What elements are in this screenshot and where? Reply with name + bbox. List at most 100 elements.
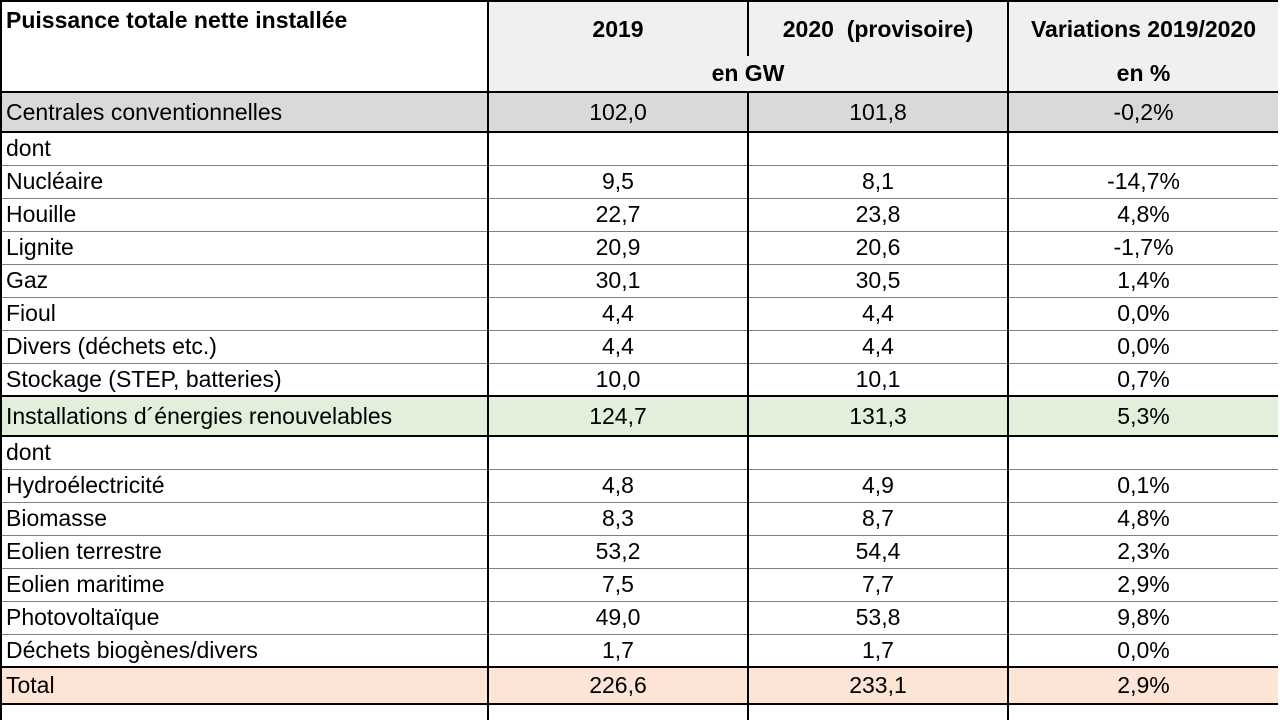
row-label-cell: Eolien terrestre [1, 535, 488, 569]
cell-2019: 4,4 [487, 330, 748, 364]
cell-variation: 5,3% [1007, 395, 1278, 437]
row-label-cell: Eolien maritime [1, 568, 488, 602]
cell-2019: 102,0 [487, 91, 748, 133]
cell-variation: 0,0% [1007, 297, 1278, 331]
cell-2020: 7,7 [747, 568, 1008, 602]
cell-variation: -0,2% [1007, 91, 1278, 133]
table-row-dont: dont [1, 436, 1278, 470]
cell-2020 [747, 132, 1008, 166]
row-label-cell: Total [1, 666, 488, 705]
cell-2019: 9,5 [487, 165, 748, 199]
cell-2020: 10,1 [747, 363, 1008, 397]
cell-2020: 4,4 [747, 330, 1008, 364]
cell-2020: 30,5 [747, 264, 1008, 298]
table-row-eolien-maritime: Eolien maritime 7,5 7,7 2,9% [1, 568, 1278, 602]
row-label-cell: Houille [1, 198, 488, 232]
cell-variation: 0,1% [1007, 469, 1278, 503]
table-row-empty-clipped [1, 704, 1278, 720]
table-row-gaz: Gaz 30,1 30,5 1,4% [1, 264, 1278, 298]
cell-2020: 23,8 [747, 198, 1008, 232]
row-label-cell: Photovoltaïque [1, 601, 488, 635]
table-row-houille: Houille 22,7 23,8 4,8% [1, 198, 1278, 232]
cell-2020: 8,7 [747, 502, 1008, 536]
header-row-units: en GW en % [1, 56, 1278, 93]
cell-2020: 1,7 [747, 634, 1008, 668]
table-row-eolien-terrestre: Eolien terrestre 53,2 54,4 2,3% [1, 535, 1278, 569]
cell-variation: 0,0% [1007, 634, 1278, 668]
cell-2019: 4,8 [487, 469, 748, 503]
table-row-biomasse: Biomasse 8,3 8,7 4,8% [1, 502, 1278, 536]
table-row-nucleaire: Nucléaire 9,5 8,1 -14,7% [1, 165, 1278, 199]
cell-2019: 22,7 [487, 198, 748, 232]
table-row-fioul: Fioul 4,4 4,4 0,0% [1, 297, 1278, 331]
cell-2020: 131,3 [747, 395, 1008, 437]
table-row-lignite: Lignite 20,9 20,6 -1,7% [1, 231, 1278, 265]
cell-variation: 2,3% [1007, 535, 1278, 569]
row-label-cell: Gaz [1, 264, 488, 298]
row-label-cell: dont [1, 132, 488, 166]
cell-variation: 2,9% [1007, 568, 1278, 602]
cell-2020: 233,1 [747, 666, 1008, 705]
cell-variation [1007, 132, 1278, 166]
cell-2019 [487, 436, 748, 470]
cell-2019: 7,5 [487, 568, 748, 602]
row-label-cell: Nucléaire [1, 165, 488, 199]
cell-variation: 4,8% [1007, 502, 1278, 536]
table-row-total: Total 226,6 233,1 2,9% [1, 666, 1278, 705]
cell-variation: 0,0% [1007, 330, 1278, 364]
table-row-divers: Divers (déchets etc.) 4,4 4,4 0,0% [1, 330, 1278, 364]
cell-2019: 4,4 [487, 297, 748, 331]
cell-2020: 101,8 [747, 91, 1008, 133]
cell-2020: 4,4 [747, 297, 1008, 331]
cell-variation: 9,8% [1007, 601, 1278, 635]
header-row-main: Puissance totale nette installée 2019 20… [1, 1, 1278, 93]
cell-variation: 4,8% [1007, 198, 1278, 232]
table-row-dont: dont [1, 132, 1278, 166]
cell-2019 [487, 132, 748, 166]
table-row-stockage: Stockage (STEP, batteries) 10,0 10,1 0,7… [1, 363, 1278, 397]
cell-2020: 20,6 [747, 231, 1008, 265]
cell-2020: 54,4 [747, 535, 1008, 569]
row-label-cell: Lignite [1, 231, 488, 265]
cell-2019: 1,7 [487, 634, 748, 668]
header-2020-cell: 2020 (provisoire) [747, 1, 1008, 56]
cell-2019: 30,1 [487, 264, 748, 298]
header-2019-cell: 2019 [487, 1, 748, 56]
cell-2020: 8,1 [747, 165, 1008, 199]
row-label-cell: Centrales conventionnelles [1, 91, 488, 133]
cell-2020: 4,9 [747, 469, 1008, 503]
row-label-cell: Stockage (STEP, batteries) [1, 363, 488, 397]
cell-variation: -1,7% [1007, 231, 1278, 265]
cell-variation [1007, 436, 1278, 470]
header-unit-pct-cell: en % [1007, 56, 1278, 93]
cell-2019: 53,2 [487, 535, 748, 569]
row-label-cell: Fioul [1, 297, 488, 331]
cell-variation: 1,4% [1007, 264, 1278, 298]
cell-2019: 49,0 [487, 601, 748, 635]
row-label-cell: Biomasse [1, 502, 488, 536]
cell-variation: 0,7% [1007, 363, 1278, 397]
cell-2019: 226,6 [487, 666, 748, 705]
table-row-centrales-conventionnelles: Centrales conventionnelles 102,0 101,8 -… [1, 91, 1278, 133]
cell-2020: 53,8 [747, 601, 1008, 635]
header-unit-gw-cell: en GW [487, 56, 1008, 93]
header-variations-cell: Variations 2019/2020 [1007, 1, 1278, 56]
row-label-cell: Installations d´énergies renouvelables [1, 395, 488, 437]
row-label-cell: dont [1, 436, 488, 470]
cell-2019: 124,7 [487, 395, 748, 437]
cell-variation: -14,7% [1007, 165, 1278, 199]
table-row-dechets-biogenes: Déchets biogènes/divers 1,7 1,7 0,0% [1, 634, 1278, 668]
cell-2019: 8,3 [487, 502, 748, 536]
row-label-cell: Divers (déchets etc.) [1, 330, 488, 364]
cell-2019: 20,9 [487, 231, 748, 265]
table-row-photovoltaique: Photovoltaïque 49,0 53,8 9,8% [1, 601, 1278, 635]
row-label-cell: Hydroélectricité [1, 469, 488, 503]
table-row-hydroelectricite: Hydroélectricité 4,8 4,9 0,1% [1, 469, 1278, 503]
row-label-cell: Déchets biogènes/divers [1, 634, 488, 668]
cell-2019: 10,0 [487, 363, 748, 397]
table-row-installations-renouvelables: Installations d´énergies renouvelables 1… [1, 395, 1278, 437]
table-title-cell: Puissance totale nette installée [1, 1, 488, 93]
cell-2020 [747, 436, 1008, 470]
cell-variation: 2,9% [1007, 666, 1278, 705]
